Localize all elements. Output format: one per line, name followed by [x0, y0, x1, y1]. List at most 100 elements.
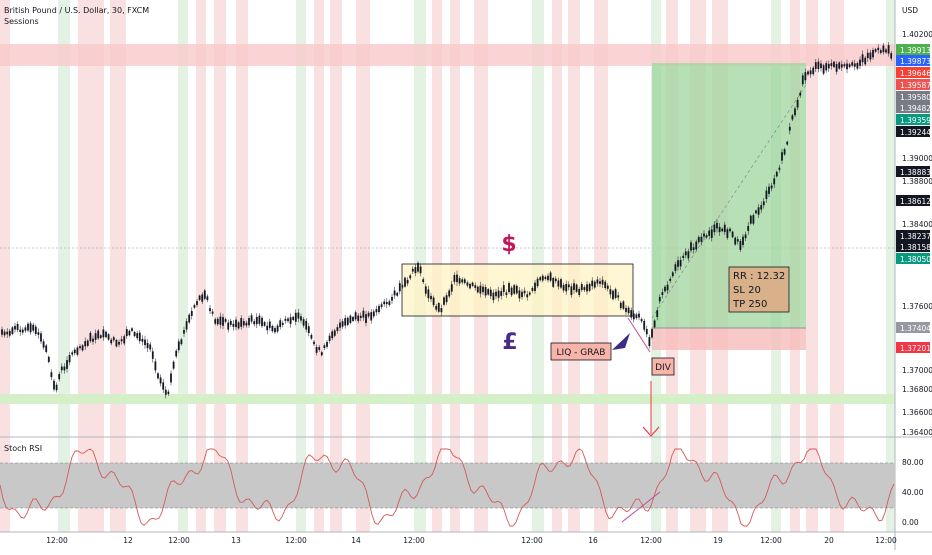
sessions-indicator-label[interactable]: Sessions — [4, 17, 39, 26]
candle-body — [565, 284, 568, 292]
session-band — [58, 0, 70, 532]
session-band — [356, 0, 370, 532]
candle-body — [21, 329, 24, 333]
candle-body — [575, 284, 578, 292]
candle-body — [193, 305, 196, 308]
candle-body — [164, 389, 167, 395]
candle-body — [391, 296, 393, 301]
candle-body — [120, 339, 123, 342]
candle-body — [154, 361, 157, 371]
candle-body — [86, 340, 89, 346]
time-label: 12:00 — [168, 536, 190, 545]
candle-body — [307, 326, 310, 334]
liq-grab-box[interactable] — [550, 342, 612, 361]
candle-body — [333, 330, 336, 336]
price-badge — [896, 230, 930, 241]
candle-body — [305, 320, 308, 330]
candle-body — [877, 47, 880, 51]
candle-body — [235, 319, 237, 328]
candle-body — [882, 45, 885, 53]
liq-grab-label: LIQ - GRAB — [557, 348, 606, 358]
candle-body — [435, 305, 438, 310]
candle-body — [128, 330, 131, 336]
time-label: 12:00 — [875, 536, 897, 545]
candle-body — [263, 322, 266, 326]
session-band — [110, 0, 126, 532]
candle-body — [762, 201, 765, 206]
time-label: 12:00 — [521, 536, 543, 545]
candle-body — [375, 309, 378, 313]
candle-body — [422, 279, 425, 283]
stop-loss-zone[interactable] — [652, 328, 806, 350]
price-badge — [896, 322, 930, 333]
candle-body — [664, 286, 666, 292]
candle-body — [612, 290, 614, 300]
candle-body — [723, 224, 726, 233]
candle-body — [385, 302, 388, 305]
candle-body — [705, 235, 708, 238]
candle-body — [266, 325, 269, 331]
candle-body — [89, 332, 92, 342]
trade-info-box[interactable] — [728, 266, 790, 313]
session-band — [196, 0, 206, 532]
candle-body — [276, 325, 279, 332]
candle-body — [328, 335, 331, 341]
price-tick: 1.37000 — [902, 366, 932, 375]
candle-body — [596, 279, 599, 284]
candle-body — [214, 319, 217, 324]
price-badge-label: 1.37201 — [900, 344, 931, 353]
time-label: 12 — [123, 536, 133, 545]
candle-body — [679, 259, 682, 267]
candle-body — [861, 54, 864, 63]
candle-body — [352, 316, 354, 321]
candle-body — [16, 323, 19, 330]
stoch-rsi-label[interactable]: Stoch RSI — [4, 444, 42, 453]
candle-body — [318, 347, 321, 350]
candle-body — [97, 330, 100, 339]
price-axis[interactable]: USD 1.40200 1.39000 1.38800 1.38400 1.37… — [896, 6, 932, 437]
resistance-zone — [0, 44, 895, 66]
candle-body — [34, 326, 37, 335]
currency-label: USD — [902, 6, 918, 15]
dollar-label: $ — [501, 232, 516, 257]
session-band — [806, 0, 818, 532]
candle-body — [84, 341, 87, 347]
rsi-tick: 40.00 — [902, 488, 924, 497]
candle-body — [716, 222, 718, 229]
candle-body — [765, 190, 768, 199]
candle-body — [708, 230, 711, 236]
candle-body — [60, 366, 63, 371]
candle-body — [271, 325, 274, 332]
candle-body — [799, 92, 802, 96]
candle-body — [380, 304, 383, 307]
candle-body — [450, 284, 453, 292]
candle-body — [159, 377, 162, 384]
candle-body — [3, 331, 6, 336]
candle-body — [547, 275, 549, 281]
candle-body — [609, 289, 612, 295]
candle-body — [365, 314, 367, 323]
candle-body — [419, 266, 422, 274]
candle-body — [645, 328, 648, 335]
candle-body — [456, 274, 458, 283]
candle-body — [110, 339, 113, 344]
candle-body — [734, 237, 737, 245]
time-axis[interactable]: 12:00 12 12:00 13 12:00 14 12:00 12:00 1… — [46, 536, 897, 545]
candle-body — [19, 329, 22, 333]
candle-body — [370, 312, 373, 321]
candle-body — [177, 341, 180, 351]
candle-body — [66, 360, 68, 369]
candle-body — [807, 71, 809, 75]
candle-body — [573, 283, 575, 290]
symbol-title[interactable]: British Pound / U.S. Dollar, 30, FXCM — [4, 6, 149, 15]
candle-body — [50, 372, 53, 378]
candle-body — [643, 320, 646, 330]
price-badge — [896, 102, 930, 113]
candle-body — [37, 332, 40, 335]
candle-body — [682, 255, 685, 258]
div-box[interactable] — [651, 357, 675, 376]
candle-body — [320, 352, 323, 356]
session-band — [886, 0, 895, 532]
candle-body — [105, 331, 107, 338]
